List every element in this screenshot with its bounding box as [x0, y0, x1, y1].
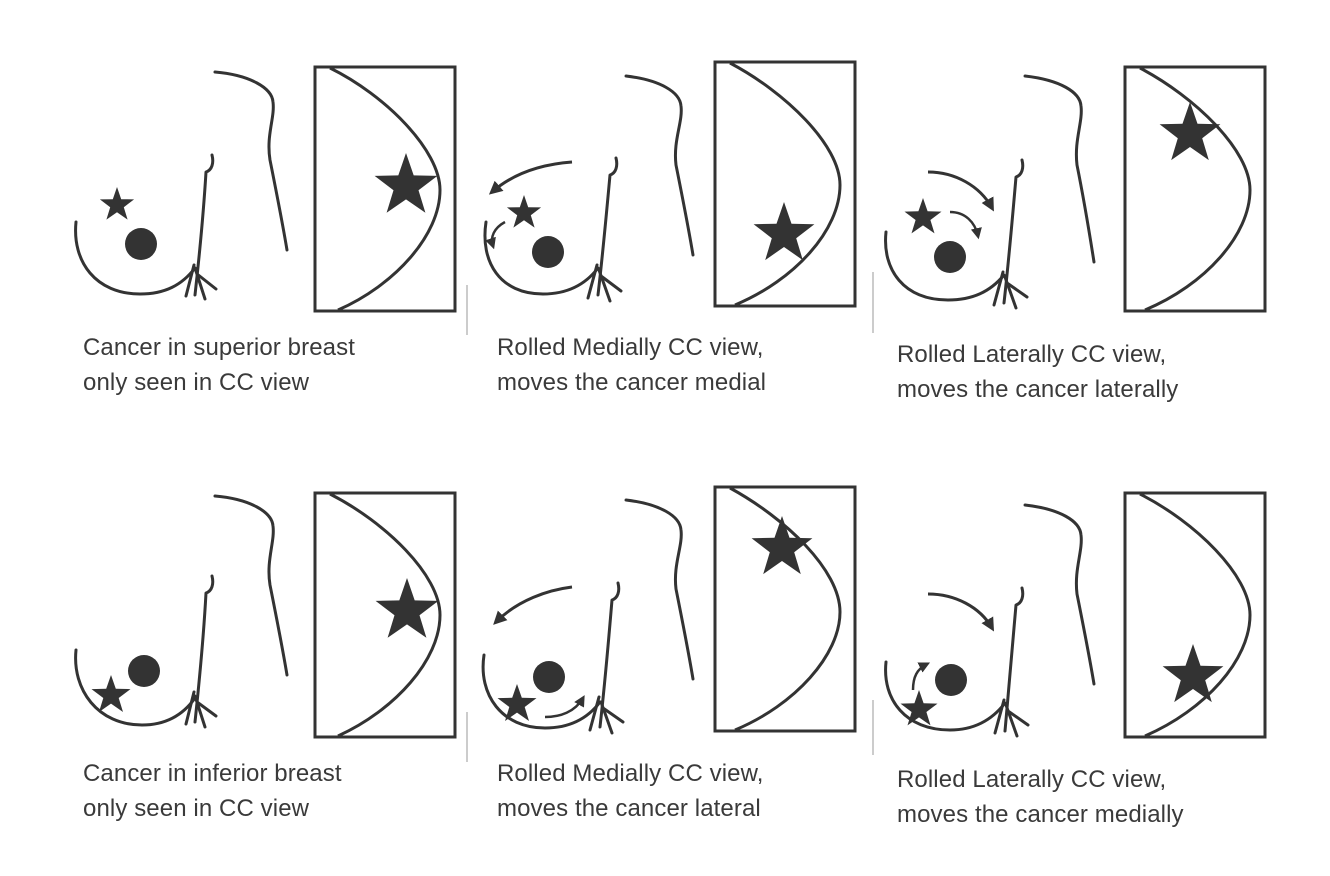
caption-line: Rolled Medially CC view,	[497, 760, 764, 787]
star-icon	[1159, 102, 1221, 161]
body-profile	[481, 498, 695, 735]
axilla-lines	[586, 263, 623, 303]
arrow-icon	[927, 170, 994, 212]
mammogram-view	[313, 491, 457, 739]
caption-line: moves the cancer medial	[497, 369, 767, 396]
panel-inferior-rolled-laterally	[884, 491, 1267, 739]
breast-contour-cc	[329, 66, 442, 312]
star-icon	[900, 690, 938, 726]
axilla-lines	[993, 698, 1030, 738]
mammogram-view	[713, 485, 857, 733]
chest-wall-line	[624, 498, 695, 681]
mammogram-view	[1123, 491, 1267, 739]
axilla-lines	[184, 263, 218, 301]
panel-superior-only-cc	[74, 65, 457, 313]
panel-inferior-rolled-medially	[481, 485, 857, 735]
star-icon	[99, 187, 135, 220]
panel-inferior-only-cc	[74, 491, 457, 739]
axilla-lines	[992, 270, 1029, 310]
caption-line: Rolled Laterally CC view,	[897, 766, 1167, 793]
caption-line: only seen in CC view	[83, 369, 310, 396]
mammogram-view	[1123, 65, 1267, 313]
mammogram-frame	[313, 65, 457, 313]
arrow-icon	[485, 220, 506, 250]
mammogram-view	[713, 60, 857, 308]
body-profile	[884, 503, 1096, 738]
caption-line: Rolled Medially CC view,	[497, 334, 764, 361]
breast-outline	[481, 653, 602, 730]
star-icon	[506, 195, 542, 228]
caption-line: Cancer in inferior breast	[83, 760, 342, 787]
caption-line: only seen in CC view	[83, 795, 310, 822]
breast-outline	[74, 220, 197, 296]
chest-wall-line	[213, 70, 289, 252]
star-icon	[751, 516, 813, 575]
arm-line	[598, 581, 621, 729]
arm-line	[1003, 586, 1025, 733]
breast-outline	[74, 648, 197, 727]
axilla-lines	[588, 695, 625, 735]
panel-superior-rolled-laterally	[884, 65, 1267, 313]
mammogram-frame	[1123, 65, 1267, 313]
breast-contour-cc	[729, 61, 842, 307]
mammogram-view	[313, 65, 457, 313]
chest-wall-line	[1023, 74, 1096, 264]
axilla-lines	[184, 690, 218, 729]
chest-wall-line	[213, 494, 289, 677]
caption-inferior-rolled-medially: Rolled Medially CC view, moves the cance…	[497, 756, 764, 826]
star-icon	[1162, 644, 1224, 703]
arrow-icon	[493, 585, 573, 625]
breast-contour-cc	[329, 492, 442, 738]
arrow-icon	[911, 662, 931, 691]
arrow-icon	[488, 160, 573, 195]
caption-line: moves the cancer laterally	[897, 376, 1179, 403]
caption-line: moves the cancer lateral	[497, 795, 761, 822]
circle-icon	[532, 236, 564, 268]
arrow-icon	[927, 592, 995, 632]
caption-inferior-rolled-laterally: Rolled Laterally CC view, moves the canc…	[897, 762, 1184, 832]
circle-icon	[128, 655, 160, 687]
body-profile	[74, 70, 289, 301]
breast-outline	[884, 660, 1007, 732]
mammogram-frame	[1123, 491, 1267, 739]
breast-contour-cc	[729, 486, 842, 732]
breast-outline	[884, 230, 1006, 302]
star-icon	[375, 578, 439, 638]
star-icon	[497, 684, 537, 721]
body-profile	[884, 74, 1096, 310]
breast-outline	[483, 220, 600, 296]
chest-wall-line	[1023, 503, 1096, 686]
breast-contour-cc	[1139, 492, 1252, 738]
caption-line: Cancer in superior breast	[83, 334, 355, 361]
arrow-icon	[949, 210, 982, 240]
caption-inferior-only-cc: Cancer in inferior breast only seen in C…	[83, 756, 342, 826]
caption-line: moves the cancer medially	[897, 801, 1184, 828]
caption-line: Rolled Laterally CC view,	[897, 341, 1167, 368]
star-icon	[374, 153, 438, 213]
panel-superior-rolled-medially	[483, 60, 857, 308]
mammogram-frame	[313, 491, 457, 739]
mammogram-frame	[713, 485, 857, 733]
chest-wall-line	[624, 74, 695, 257]
caption-superior-rolled-medially: Rolled Medially CC view, moves the cance…	[497, 330, 766, 400]
breast-contour-cc	[1139, 66, 1252, 312]
mammogram-frame	[713, 60, 857, 308]
arm-line	[1002, 158, 1025, 305]
star-icon	[91, 675, 131, 712]
circle-icon	[125, 228, 157, 260]
star-icon	[753, 202, 815, 261]
circle-icon	[533, 661, 565, 693]
arm-line	[193, 153, 215, 297]
circle-icon	[934, 241, 966, 273]
arm-line	[596, 156, 619, 297]
circle-icon	[935, 664, 967, 696]
caption-superior-only-cc: Cancer in superior breast only seen in C…	[83, 330, 355, 400]
star-icon	[904, 198, 942, 234]
body-profile	[483, 74, 695, 303]
caption-superior-rolled-laterally: Rolled Laterally CC view, moves the canc…	[897, 337, 1178, 407]
arm-line	[193, 574, 215, 724]
body-profile	[74, 494, 289, 729]
arrow-icon	[544, 695, 585, 719]
